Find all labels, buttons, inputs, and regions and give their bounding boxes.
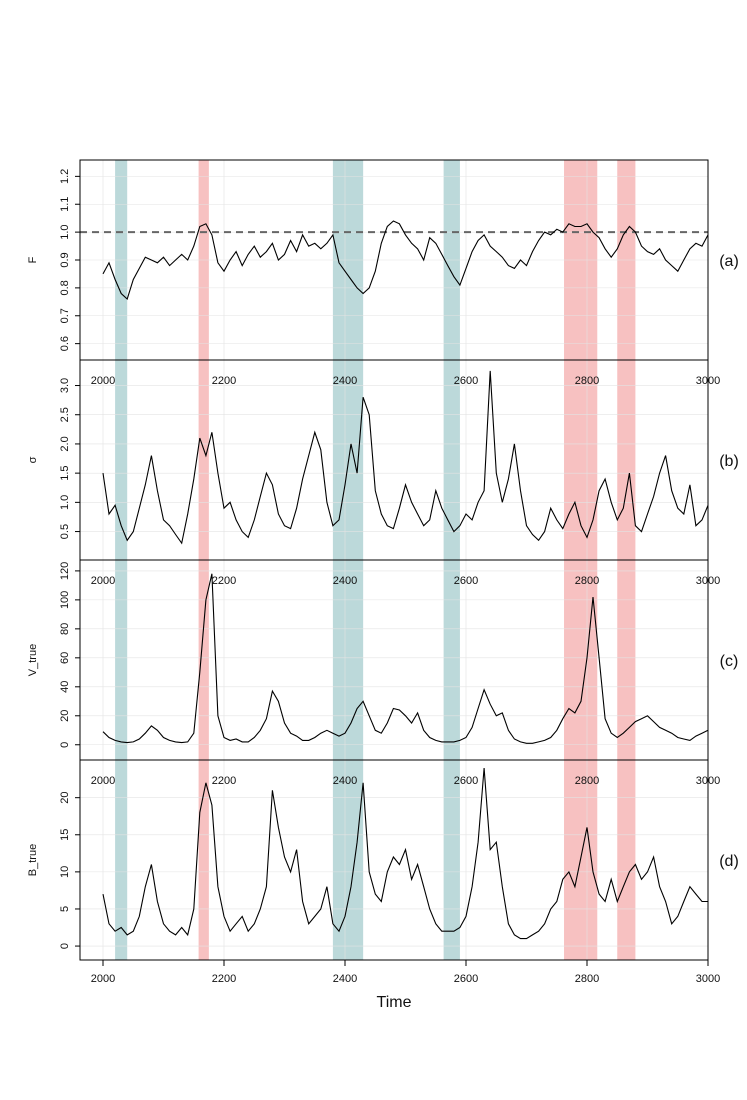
inner-x-tick-label: 2600 bbox=[454, 775, 478, 787]
inner-x-tick-label: 3000 bbox=[696, 375, 720, 387]
y-tick-label: 0.5 bbox=[59, 524, 71, 539]
series-line-2 bbox=[102, 370, 709, 545]
inner-x-tick-label: 2000 bbox=[91, 775, 115, 787]
y-tick-label: 0 bbox=[59, 742, 71, 748]
panel-tag: (a) bbox=[719, 253, 739, 270]
y-axis-label: σ bbox=[27, 456, 39, 463]
y-tick-label: 120 bbox=[59, 562, 71, 580]
y-tick-label: 1.1 bbox=[59, 197, 71, 212]
series-line-1 bbox=[102, 220, 709, 300]
panel-frame bbox=[79, 559, 709, 761]
y-tick-label: 0.6 bbox=[59, 336, 71, 351]
series-line-3 bbox=[102, 573, 709, 744]
y-tick-label: 100 bbox=[59, 591, 71, 609]
y-tick-label: 3.0 bbox=[59, 378, 71, 393]
inner-x-tick-label: 3000 bbox=[696, 575, 720, 587]
x-tick-label: 2800 bbox=[575, 973, 599, 985]
inner-x-tick-label: 2200 bbox=[212, 575, 236, 587]
y-tick-label: 0.7 bbox=[59, 308, 71, 323]
x-tick-label: 2000 bbox=[91, 973, 115, 985]
y-tick-label: 5 bbox=[59, 906, 71, 912]
inner-x-tick-label: 2000 bbox=[91, 575, 115, 587]
panel-frame bbox=[79, 359, 709, 561]
inner-x-tick-label: 2000 bbox=[91, 375, 115, 387]
inner-x-tick-label: 2600 bbox=[454, 575, 478, 587]
panel-tag: (c) bbox=[720, 653, 739, 670]
y-tick-label: 40 bbox=[59, 681, 71, 693]
y-tick-label: 0 bbox=[59, 943, 71, 949]
inner-x-tick-label: 2200 bbox=[212, 775, 236, 787]
inner-x-tick-label: 2800 bbox=[575, 575, 599, 587]
y-tick-label: 20 bbox=[59, 792, 71, 804]
x-tick-label: 2600 bbox=[454, 973, 478, 985]
inner-x-tick-label: 2400 bbox=[333, 775, 357, 787]
panel-frame bbox=[79, 759, 709, 961]
x-tick-label: 2400 bbox=[333, 973, 357, 985]
inner-x-tick-label: 2600 bbox=[454, 375, 478, 387]
y-axis-label: F bbox=[27, 256, 39, 263]
y-tick-label: 1.5 bbox=[59, 465, 71, 480]
inner-x-tick-label: 2800 bbox=[575, 775, 599, 787]
y-tick-label: 2.5 bbox=[59, 407, 71, 422]
panel-tag: (d) bbox=[719, 853, 739, 870]
y-tick-label: 10 bbox=[59, 866, 71, 878]
y-axis-label: B_true bbox=[27, 844, 39, 876]
x-tick-label: 3000 bbox=[696, 973, 720, 985]
panel-tag: (b) bbox=[719, 453, 739, 470]
inner-x-tick-label: 2800 bbox=[575, 375, 599, 387]
y-axis-label: V_true bbox=[27, 644, 39, 676]
y-tick-label: 15 bbox=[59, 829, 71, 841]
y-tick-label: 1.0 bbox=[59, 495, 71, 510]
y-tick-label: 0.9 bbox=[59, 252, 71, 267]
series-line-4 bbox=[102, 767, 708, 940]
x-axis-label: Time bbox=[377, 994, 412, 1011]
y-tick-label: 0.8 bbox=[59, 280, 71, 295]
inner-x-tick-label: 3000 bbox=[696, 775, 720, 787]
x-tick-label: 2200 bbox=[212, 973, 236, 985]
inner-x-tick-label: 2400 bbox=[333, 575, 357, 587]
y-tick-label: 1.2 bbox=[59, 169, 71, 184]
inner-x-tick-label: 2400 bbox=[333, 375, 357, 387]
y-tick-label: 80 bbox=[59, 623, 71, 635]
y-tick-label: 20 bbox=[59, 710, 71, 722]
y-tick-label: 1.0 bbox=[59, 224, 71, 239]
y-tick-label: 2.0 bbox=[59, 436, 71, 451]
inner-x-tick-label: 2200 bbox=[212, 375, 236, 387]
y-tick-label: 60 bbox=[59, 652, 71, 664]
